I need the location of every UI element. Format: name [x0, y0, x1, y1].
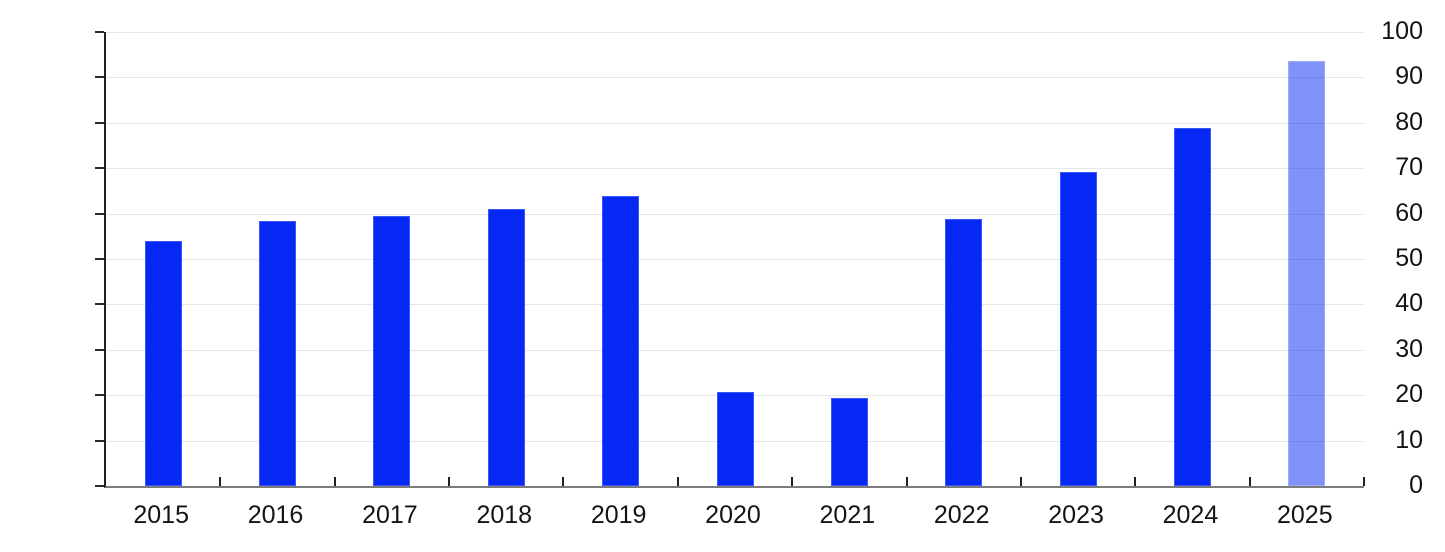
- bar-2018: [487, 209, 525, 486]
- x-axis-tick: [1248, 477, 1251, 486]
- gridline: [106, 304, 1364, 306]
- x-axis-tick: [676, 477, 679, 486]
- x-tick-label: 2016: [247, 501, 304, 529]
- y-axis-tick: [95, 348, 104, 351]
- bar-2019: [602, 195, 640, 486]
- gridline: [106, 32, 1364, 33]
- bar-2016: [259, 220, 297, 486]
- y-axis-tick: [95, 31, 104, 33]
- x-tick-label: 2024: [1162, 501, 1219, 529]
- y-tick-label: 20: [1395, 380, 1423, 409]
- x-tick-label: 2025: [1276, 501, 1333, 529]
- y-tick-label: 0: [1409, 471, 1423, 499]
- y-axis-tick: [95, 76, 104, 79]
- bar-2025: [1288, 61, 1326, 486]
- bar-2020: [716, 392, 754, 486]
- bar-2021: [830, 397, 868, 486]
- x-axis-tick: [1134, 477, 1137, 486]
- y-axis-tick: [95, 258, 104, 260]
- y-tick-label: 70: [1395, 153, 1423, 182]
- x-axis-tick: [562, 477, 565, 486]
- x-axis-tick: [1019, 477, 1022, 486]
- y-tick-label: 10: [1395, 425, 1423, 454]
- gridline: [106, 168, 1364, 170]
- x-tick-label: 2022: [933, 501, 990, 529]
- x-axis-tick: [448, 477, 451, 486]
- x-tick-label: 2020: [705, 501, 761, 529]
- x-axis-tick: [1363, 477, 1365, 486]
- y-tick-label: 60: [1395, 198, 1423, 227]
- gridline: [106, 77, 1364, 79]
- bar-2023: [1059, 171, 1097, 486]
- y-axis-tick: [95, 439, 104, 442]
- x-axis-tick: [905, 477, 908, 486]
- bar-2015: [144, 241, 182, 486]
- gridline: [106, 349, 1364, 351]
- y-tick-label: 100: [1381, 17, 1423, 45]
- y-axis-tick: [95, 485, 104, 487]
- bar-2017: [373, 215, 411, 486]
- y-tick-label: 50: [1395, 244, 1423, 272]
- y-axis-tick: [95, 121, 104, 124]
- x-tick-label: 2018: [476, 501, 533, 529]
- bar-2024: [1173, 128, 1211, 486]
- x-axis-tick: [791, 477, 794, 486]
- y-tick-label: 30: [1395, 334, 1423, 363]
- plot-area: [95, 31, 1365, 488]
- y-axis-tick: [95, 303, 104, 306]
- x-tick-label: 2019: [590, 501, 647, 529]
- y-axis-tick: [95, 394, 104, 397]
- gridline: [106, 259, 1364, 260]
- x-tick-label: 2015: [133, 501, 189, 529]
- y-axis-tick: [95, 167, 104, 170]
- x-axis-tick: [219, 477, 222, 486]
- x-axis-tick: [333, 477, 336, 486]
- y-tick-label: 40: [1395, 289, 1423, 318]
- x-tick-label: 2023: [1048, 501, 1104, 529]
- gridline: [106, 122, 1364, 124]
- gridline: [106, 213, 1364, 215]
- x-tick-label: 2017: [362, 501, 418, 529]
- x-tick-label: 2021: [819, 501, 876, 529]
- y-axis-tick: [95, 212, 104, 215]
- y-tick-label: 90: [1395, 62, 1423, 91]
- bar-2022: [945, 219, 983, 486]
- y-tick-label: 80: [1395, 107, 1423, 136]
